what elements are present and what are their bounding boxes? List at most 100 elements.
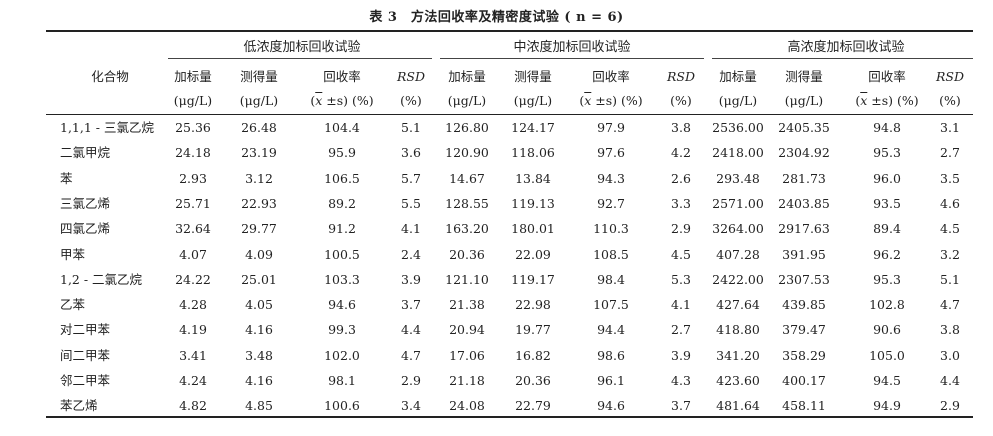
table-cell: 105.0 bbox=[869, 347, 905, 363]
table-cell: 110.3 bbox=[593, 221, 629, 237]
table-cell: 95.3 bbox=[873, 271, 901, 287]
table-cell: 25.71 bbox=[175, 195, 211, 211]
col-header-2-4: RSD bbox=[667, 69, 695, 84]
table-cell: 21.38 bbox=[449, 297, 485, 313]
table-cell: 4.1 bbox=[401, 221, 421, 237]
table-cell: 2.9 bbox=[940, 398, 960, 414]
table-cell: 26.48 bbox=[241, 120, 277, 135]
table-cell: 94.6 bbox=[328, 297, 356, 313]
table-cell: 5.3 bbox=[671, 271, 691, 287]
col-unit-2-2: (μg/L) bbox=[513, 93, 553, 108]
table-cell: 4.6 bbox=[940, 195, 960, 211]
col-unit-3-4: (%) bbox=[939, 93, 961, 108]
table-cell: 2.6 bbox=[671, 170, 691, 186]
compound-name: 邻二甲苯 bbox=[60, 373, 111, 388]
group-header-3: 高浓度加标回收试验 bbox=[787, 40, 905, 55]
compound-name: 1,2 - 二氯乙烷 bbox=[60, 271, 143, 287]
col-unit-3-1: (μg/L) bbox=[718, 93, 758, 108]
table-cell: 24.18 bbox=[175, 145, 211, 161]
table-cell: 4.19 bbox=[179, 322, 207, 338]
table-cell: 93.5 bbox=[873, 195, 901, 211]
table-cell: 3.41 bbox=[179, 347, 207, 363]
table-cell: 29.77 bbox=[241, 221, 277, 237]
compound-name: 间二甲苯 bbox=[60, 347, 111, 363]
table-cell: 13.84 bbox=[515, 170, 551, 186]
col-unit-2-3: (x ±s) (%) bbox=[579, 93, 643, 108]
table-cell: 3.7 bbox=[401, 297, 421, 313]
compound-name: 三氯乙烯 bbox=[60, 195, 111, 211]
mean-symbol: x bbox=[584, 93, 592, 108]
table-cell: 5.1 bbox=[940, 271, 960, 287]
col-header-1-2: 测得量 bbox=[240, 69, 278, 84]
table-cell: 121.10 bbox=[445, 271, 489, 287]
table-cell: 20.36 bbox=[515, 373, 551, 388]
table-cell: 2.9 bbox=[401, 373, 421, 388]
table-cell: 4.2 bbox=[671, 145, 691, 161]
table-cell: 98.6 bbox=[597, 347, 625, 363]
col-header-2-1: 加标量 bbox=[448, 69, 486, 84]
table-cell: 3.12 bbox=[245, 170, 273, 186]
table-cell: 4.82 bbox=[179, 398, 207, 414]
col-header-1-1: 加标量 bbox=[174, 69, 212, 84]
col-header-1-3: 回收率 bbox=[323, 69, 361, 84]
table-cell: 90.6 bbox=[873, 322, 901, 338]
col-unit-1-2: (μg/L) bbox=[239, 93, 279, 108]
table-cell: 391.95 bbox=[782, 246, 826, 262]
compound-name: 1,1,1 - 三氯乙烷 bbox=[60, 120, 154, 135]
table-cell: 94.8 bbox=[873, 120, 901, 135]
top-rule bbox=[46, 30, 973, 32]
table-cell: 4.07 bbox=[179, 246, 207, 262]
table-cell: 100.5 bbox=[324, 246, 360, 262]
table-cell: 2.93 bbox=[179, 170, 207, 186]
table-cell: 281.73 bbox=[782, 170, 826, 186]
table-cell: 99.3 bbox=[328, 322, 356, 338]
table-cell: 358.29 bbox=[782, 347, 826, 363]
group-underline-2 bbox=[440, 58, 704, 59]
group-header-1: 低浓度加标回收试验 bbox=[243, 40, 361, 55]
table-cell: 92.7 bbox=[597, 195, 625, 211]
group-underline-3 bbox=[712, 58, 973, 59]
table-cell: 118.06 bbox=[511, 145, 555, 161]
table-cell: 293.48 bbox=[716, 170, 760, 186]
table-cell: 2917.63 bbox=[778, 221, 830, 237]
col-header-3-4: RSD bbox=[936, 69, 964, 84]
table-cell: 4.24 bbox=[179, 373, 207, 388]
table-cell: 458.11 bbox=[782, 398, 826, 414]
table-cell: 4.05 bbox=[245, 297, 273, 313]
table-cell: 427.64 bbox=[716, 297, 760, 313]
col-header-3-3: 回收率 bbox=[868, 69, 906, 84]
col-unit-3-2: (μg/L) bbox=[784, 93, 824, 108]
col-header-2-3: 回收率 bbox=[592, 69, 630, 84]
table-cell: 119.17 bbox=[511, 271, 555, 287]
table-cell: 2.7 bbox=[671, 322, 691, 338]
table-cell: 97.6 bbox=[597, 145, 625, 161]
table-cell: 95.9 bbox=[328, 145, 356, 161]
compound-header: 化合物 bbox=[91, 69, 129, 84]
table-cell: 106.5 bbox=[324, 170, 360, 186]
table-cell: 2422.00 bbox=[712, 271, 764, 287]
table-cell: 108.5 bbox=[593, 246, 629, 262]
table-cell: 2.9 bbox=[671, 221, 691, 237]
col-unit-1-1: (μg/L) bbox=[173, 93, 213, 108]
table-cell: 22.09 bbox=[515, 246, 551, 262]
header-rule bbox=[46, 114, 973, 115]
table-cell: 97.9 bbox=[597, 120, 625, 135]
col-header-3-2: 测得量 bbox=[785, 69, 823, 84]
table-cell: 4.16 bbox=[245, 373, 273, 388]
table-cell: 89.4 bbox=[873, 221, 901, 237]
table-cell: 98.4 bbox=[597, 271, 625, 287]
table-cell: 4.4 bbox=[401, 322, 421, 338]
table-cell: 16.82 bbox=[515, 347, 551, 363]
table-cell: 4.7 bbox=[401, 347, 421, 363]
compound-name: 对二甲苯 bbox=[60, 322, 111, 338]
col-unit-2-1: (μg/L) bbox=[447, 93, 487, 108]
table-cell: 4.85 bbox=[245, 398, 273, 414]
compound-name: 甲苯 bbox=[60, 246, 86, 262]
compound-name: 苯 bbox=[60, 170, 73, 186]
table-cell: 32.64 bbox=[175, 221, 211, 237]
col-unit-3-3: (x ±s) (%) bbox=[855, 93, 919, 108]
table-cell: 22.93 bbox=[241, 195, 277, 211]
table-cell: 2405.35 bbox=[778, 120, 830, 135]
table-cell: 96.1 bbox=[597, 373, 625, 388]
table-cell: 24.22 bbox=[175, 271, 211, 287]
